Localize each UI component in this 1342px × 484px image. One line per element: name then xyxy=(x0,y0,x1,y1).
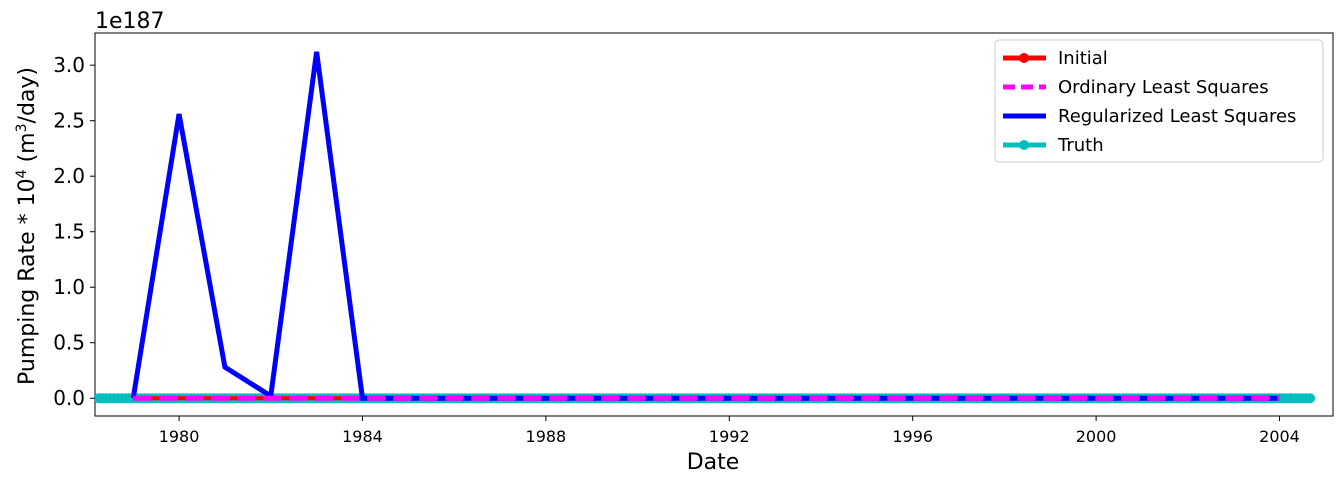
x-tick-label: 1992 xyxy=(709,427,750,446)
y-axis-label: Pumping Rate * 104 (m3/day) xyxy=(14,67,40,385)
y-label-sup-2: 3 xyxy=(14,123,30,132)
x-tick-label: 1988 xyxy=(526,427,567,446)
legend-label: Truth xyxy=(1057,135,1104,156)
x-tick-label: 2000 xyxy=(1076,427,1117,446)
x-axis-label: Date xyxy=(687,450,740,475)
series-layer xyxy=(93,51,1316,404)
legend-label: Ordinary Least Squares xyxy=(1058,77,1269,98)
y-tick-label: 0.5 xyxy=(53,331,85,355)
y-tick-label: 2.0 xyxy=(53,164,85,188)
y-label-sup-1: 4 xyxy=(14,169,30,178)
y-tick-label: 2.5 xyxy=(53,109,85,133)
y-tick-label: 1.0 xyxy=(53,275,85,299)
series-truth-point xyxy=(1305,393,1316,404)
y-offset-text: 1e187 xyxy=(95,9,165,34)
x-tick-label: 1980 xyxy=(159,427,200,446)
y-tick-label: 0.0 xyxy=(53,386,85,410)
legend: Initial Ordinary Least Squares Regularized… xyxy=(994,39,1324,163)
x-tick-label: 1996 xyxy=(892,427,933,446)
legend-frame xyxy=(994,39,1324,163)
y-label-part-2: (m xyxy=(15,132,40,169)
legend-marker xyxy=(1019,140,1029,150)
x-axis-ticks: 1980 1984 1988 1992 1996 2000 2004 xyxy=(159,416,1300,446)
legend-label: Regularized Least Squares xyxy=(1058,106,1296,127)
y-axis-ticks: 0.0 0.5 1.0 1.5 2.0 2.5 3.0 xyxy=(53,53,95,410)
y-tick-label: 3.0 xyxy=(53,53,85,77)
legend-items: Initial Ordinary Least Squares Regularized… xyxy=(1003,48,1296,156)
legend-label: Initial xyxy=(1058,48,1108,69)
y-label-part-1: Pumping Rate * 10 xyxy=(15,178,40,385)
legend-marker xyxy=(1019,53,1029,63)
x-tick-label: 1984 xyxy=(342,427,383,446)
x-tick-label: 2004 xyxy=(1259,427,1300,446)
y-label-part-3: /day) xyxy=(15,67,40,123)
y-tick-label: 1.5 xyxy=(53,220,85,244)
axes-frame xyxy=(94,32,1334,417)
